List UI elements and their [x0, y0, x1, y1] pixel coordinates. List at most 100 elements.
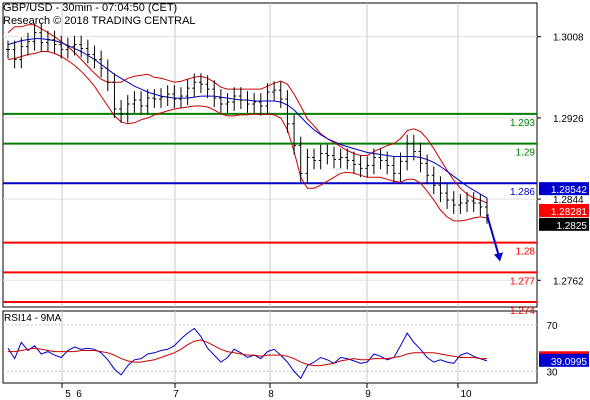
price-bar	[331, 146, 336, 169]
forecast-arrow-head	[494, 252, 503, 262]
level-label: 1.277	[510, 276, 535, 287]
y-tick-label: 1.2844	[553, 195, 584, 206]
price-bar	[85, 39, 90, 64]
price-bar	[59, 35, 64, 59]
price-badge-label: 1.28281	[551, 207, 588, 218]
level-label: 1.29	[516, 148, 536, 159]
price-bar	[351, 151, 356, 174]
rsi-badge	[539, 353, 589, 367]
rsi-line	[7, 327, 488, 380]
price-bar	[398, 152, 403, 183]
price-badge-label: 1.28542	[551, 185, 588, 196]
price-bar	[305, 148, 310, 183]
x-tick-label: 10	[460, 389, 472, 400]
price-bar	[265, 83, 270, 115]
x-tick-label: 9	[365, 389, 371, 400]
price-badge	[539, 217, 589, 231]
price-bar	[465, 192, 470, 212]
level-label: 1.274	[510, 306, 535, 317]
price-bar	[6, 40, 10, 59]
level-label: 1.293	[510, 118, 535, 129]
price-bar	[192, 73, 197, 98]
price-bar	[238, 87, 243, 109]
price-badge	[539, 203, 589, 217]
price-bar	[139, 91, 144, 115]
price-bar	[285, 90, 290, 133]
price-bar	[438, 176, 443, 203]
price-bar	[52, 30, 57, 54]
y-tick-label: 1.2762	[553, 276, 584, 287]
price-bar	[25, 32, 30, 56]
price-bar	[225, 93, 230, 113]
x-tick-label: 5	[65, 389, 71, 400]
chart-title: GBP/USD - 30min - 07:04:50 (CET)	[3, 2, 178, 14]
price-bar	[119, 100, 124, 123]
price-bar	[298, 136, 303, 183]
x-tick-label: 7	[173, 389, 179, 400]
price-bar	[358, 155, 363, 178]
price-bar	[132, 91, 137, 113]
price-bar	[371, 148, 376, 175]
rsi-y-tick-label: 70	[546, 321, 558, 332]
price-bar	[385, 151, 390, 175]
price-bar	[198, 73, 203, 94]
price-bar	[338, 148, 343, 169]
price-bar	[178, 87, 183, 108]
price-bar	[205, 75, 210, 99]
price-bar	[312, 148, 317, 170]
price-bar	[232, 87, 237, 111]
price-bar	[99, 50, 104, 78]
price-bar	[252, 93, 257, 113]
price-badge	[539, 182, 589, 196]
lower-band-line	[7, 51, 488, 222]
price-bar	[411, 134, 416, 161]
price-badge-label: 1.2825	[556, 221, 587, 232]
price-bar	[292, 114, 297, 155]
price-bar	[185, 79, 190, 105]
price-bar	[152, 89, 157, 108]
price-bar	[105, 59, 110, 92]
price-bar	[458, 194, 463, 214]
chart-copyright: Research © 2018 TRADING CENTRAL	[3, 15, 196, 27]
price-bar	[218, 89, 223, 113]
price-bar	[92, 45, 97, 69]
price-bar	[378, 148, 383, 170]
rsi-y-tick-label: 30	[546, 367, 558, 378]
y-tick-label: 1.3008	[553, 33, 584, 44]
upper-band-line	[7, 24, 488, 204]
price-bar	[112, 73, 117, 118]
price-bar	[125, 95, 130, 123]
price-bar	[65, 37, 70, 59]
price-bar	[391, 156, 396, 183]
price-bar	[478, 194, 483, 216]
price-bar	[159, 88, 164, 108]
price-bar	[445, 184, 450, 209]
price-bar	[165, 85, 170, 106]
price-bar	[32, 23, 37, 51]
forecast-arrow-shaft	[486, 214, 500, 257]
price-bar	[405, 134, 410, 171]
x-tick-label: 6	[76, 389, 82, 400]
price-bar	[325, 144, 330, 165]
price-bar	[425, 154, 430, 185]
y-tick-label: 1.2926	[553, 114, 584, 125]
rsi-ma-line	[8, 339, 487, 367]
price-bar	[418, 142, 423, 173]
price-bar	[431, 166, 436, 195]
price-bar	[45, 30, 50, 52]
price-bar	[245, 91, 250, 113]
price-bar	[318, 144, 323, 170]
price-bar	[471, 192, 476, 212]
price-bar	[345, 148, 350, 170]
price-bar	[272, 81, 277, 102]
level-label: 1.28	[516, 247, 536, 258]
price-bar	[19, 37, 24, 69]
price-bar	[72, 35, 77, 56]
price-bar	[12, 40, 17, 69]
price-bar	[258, 93, 263, 115]
x-tick-label: 8	[268, 389, 274, 400]
price-bar	[365, 156, 370, 178]
price-bar	[172, 85, 177, 108]
